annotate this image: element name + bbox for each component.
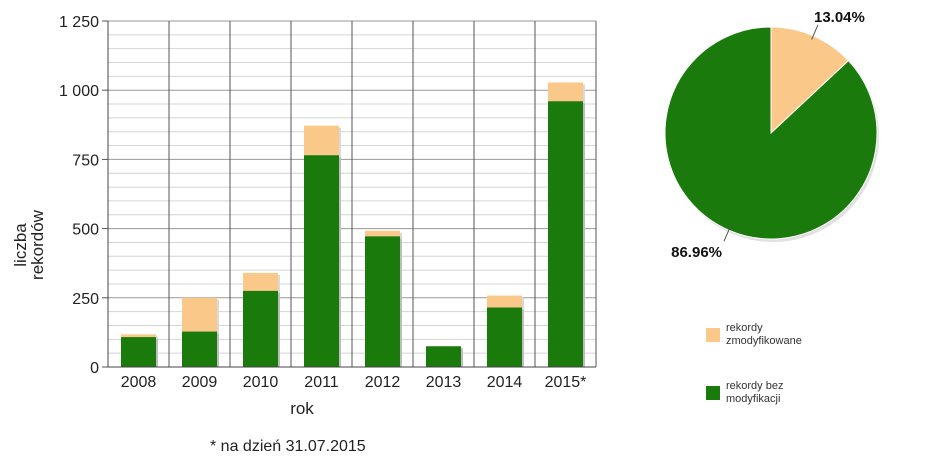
bar-segment-unmodified xyxy=(426,346,461,367)
x-tick-label: 2013 xyxy=(426,374,462,391)
legend-swatch-modified xyxy=(706,328,720,342)
y-tick-label: 500 xyxy=(72,222,99,239)
x-tick-label: 2009 xyxy=(182,374,218,391)
bar-segment-unmodified xyxy=(548,101,583,367)
bar-segment-modified xyxy=(182,297,217,332)
pie-chart: 13.04% 86.96% xyxy=(664,9,879,261)
pie-legend: rekordy zmodyfikowane rekordy bez modyfi… xyxy=(706,322,826,438)
legend-item-modified: rekordy zmodyfikowane xyxy=(706,322,826,348)
bar-segment-modified xyxy=(548,82,583,102)
bar-chart: 0 250 500 750 1 000 1 250 2008 2009 2010 2011 2012… xyxy=(11,14,597,418)
x-tick-label: 2011 xyxy=(304,374,339,391)
bar-segment-unmodified xyxy=(121,337,156,367)
y-axis-label-line: liczba xyxy=(11,223,30,267)
bar-segment-unmodified xyxy=(243,290,278,367)
bar-segment-unmodified xyxy=(182,331,217,367)
x-tick-label: 2014 xyxy=(487,374,523,391)
bar-segment-unmodified xyxy=(304,155,339,367)
x-tick-label: 2015* xyxy=(545,374,587,391)
footnote: * na dzień 31.07.2015 xyxy=(210,438,366,455)
bar-segment-modified xyxy=(121,334,156,338)
pie-leader-line xyxy=(811,24,819,40)
bar-segment-modified xyxy=(304,125,339,156)
legend-label-unmodified: rekordy bez modyfikacji xyxy=(726,380,784,405)
x-tick-label: 2008 xyxy=(121,374,157,391)
x-tick-label: 2010 xyxy=(243,374,279,391)
x-axis-label: rok xyxy=(290,399,314,418)
bar-segment-modified xyxy=(487,295,522,308)
y-tick-label: 250 xyxy=(72,291,99,308)
legend-swatch-unmodified xyxy=(706,386,720,400)
y-axis-label-line: rekordów xyxy=(28,209,47,280)
legend-item-unmodified: rekordy bez modyfikacji xyxy=(706,380,826,406)
y-tick-label: 750 xyxy=(72,152,99,169)
pie-slice-label: 86.96% xyxy=(671,244,722,261)
legend-label-modified: rekordy zmodyfikowane xyxy=(726,322,802,347)
y-tick-label: 0 xyxy=(90,360,99,377)
bar-segment-unmodified xyxy=(487,307,522,367)
bar-segment-modified xyxy=(243,272,278,291)
x-tick-label: 2012 xyxy=(365,374,401,391)
pie-slice-label: 13.04% xyxy=(814,9,865,26)
y-tick-label: 1 000 xyxy=(59,83,99,100)
bar-segment-unmodified xyxy=(365,236,400,367)
y-tick-label: 1 250 xyxy=(59,14,99,31)
bar-segment-modified xyxy=(365,230,400,237)
y-axis-label: liczbarekordów xyxy=(11,209,47,280)
pie-leader-line xyxy=(723,226,731,242)
